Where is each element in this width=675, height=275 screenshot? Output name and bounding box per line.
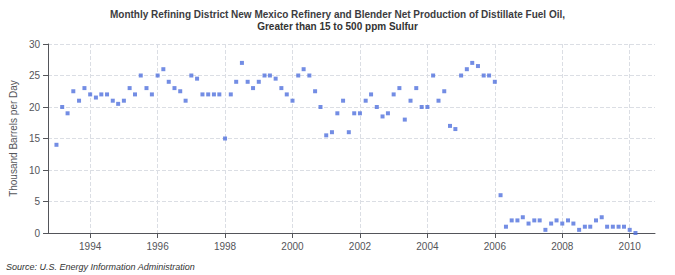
svg-text:1994: 1994	[79, 241, 102, 252]
svg-text:2010: 2010	[619, 241, 642, 252]
svg-text:Monthly Refining District New: Monthly Refining District New Mexico Ref…	[110, 9, 565, 20]
svg-text:20: 20	[29, 102, 41, 113]
svg-text:15: 15	[29, 133, 41, 144]
svg-text:2002: 2002	[349, 241, 372, 252]
svg-text:0: 0	[34, 228, 40, 239]
svg-text:1998: 1998	[214, 241, 237, 252]
svg-text:2006: 2006	[484, 241, 507, 252]
svg-text:Thousand Barrels per Day: Thousand Barrels per Day	[8, 80, 19, 197]
svg-text:5: 5	[34, 196, 40, 207]
svg-text:10: 10	[29, 165, 41, 176]
svg-text:2004: 2004	[416, 241, 439, 252]
svg-text:2000: 2000	[281, 241, 304, 252]
svg-text:Source: U.S. Energy Informatio: Source: U.S. Energy Information Administ…	[6, 262, 195, 272]
svg-text:Greater than 15 to 500 ppm Sul: Greater than 15 to 500 ppm Sulfur	[257, 21, 418, 32]
svg-text:30: 30	[29, 39, 41, 50]
svg-text:25: 25	[29, 70, 41, 81]
svg-text:2008: 2008	[551, 241, 574, 252]
svg-text:1996: 1996	[146, 241, 169, 252]
